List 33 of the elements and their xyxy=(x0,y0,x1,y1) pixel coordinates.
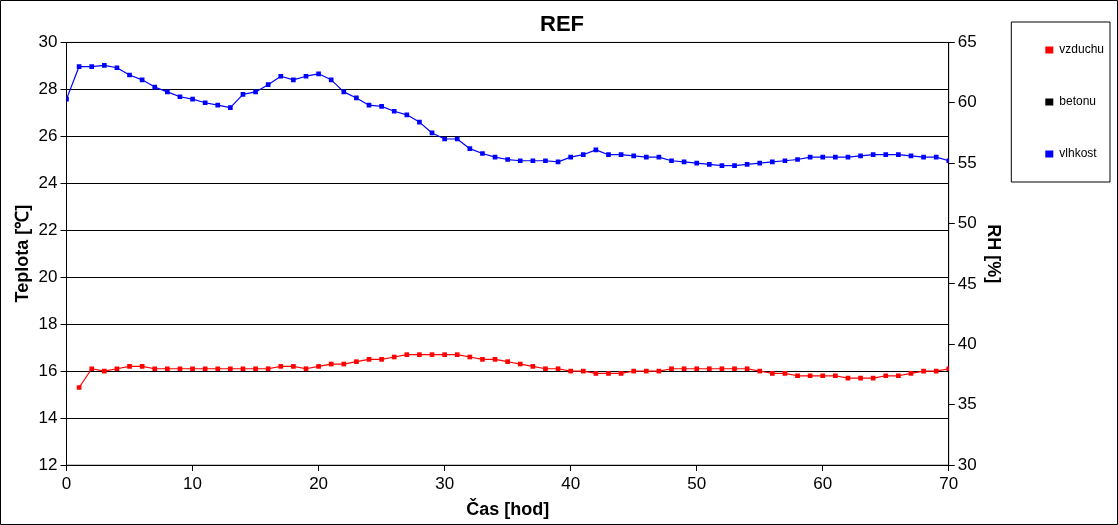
y-tick-label: 24 xyxy=(38,172,58,192)
y-tick-label: 30 xyxy=(38,32,58,52)
y2-tick-label: 30 xyxy=(957,454,977,474)
y2-tick-label: 40 xyxy=(957,333,977,353)
x-tick-label: 0 xyxy=(61,473,72,493)
y2-tick-label: 55 xyxy=(957,152,977,172)
legend-label: vzduchu xyxy=(1059,42,1105,57)
y-axis-title: Teplota [℃] xyxy=(11,204,32,303)
y-tick-label: 18 xyxy=(38,313,58,333)
y-tick-label: 12 xyxy=(38,454,58,474)
y-tick-label: 14 xyxy=(38,407,58,427)
x-tick-label: 10 xyxy=(183,473,203,493)
x-tick-label: 50 xyxy=(687,473,707,493)
y2-tick-label: 50 xyxy=(957,213,977,233)
y-tick-label: 20 xyxy=(38,266,58,286)
y2-axis-title: RH [%] xyxy=(983,224,1004,284)
y-tick-label: 22 xyxy=(38,219,58,239)
legend-label: betonu xyxy=(1059,94,1097,109)
x-tick-label: 70 xyxy=(939,473,959,493)
y-tick-label: 28 xyxy=(38,79,58,99)
y2-tick-label: 60 xyxy=(957,92,977,112)
y2-tick-label: 65 xyxy=(957,32,977,52)
y-tick-label: 16 xyxy=(38,360,58,380)
y2-tick-label: 35 xyxy=(957,394,977,414)
chart-title: REF xyxy=(540,11,584,37)
x-tick-label: 20 xyxy=(309,473,329,493)
x-tick-label: 30 xyxy=(435,473,455,493)
legend-label: vlhkost xyxy=(1059,146,1098,161)
y-tick-label: 26 xyxy=(38,126,58,145)
x-tick-label: 60 xyxy=(813,473,833,493)
y2-tick-label: 45 xyxy=(957,273,977,293)
x-tick-label: 40 xyxy=(561,473,581,493)
x-axis-title: Čas [hod] xyxy=(466,498,550,520)
